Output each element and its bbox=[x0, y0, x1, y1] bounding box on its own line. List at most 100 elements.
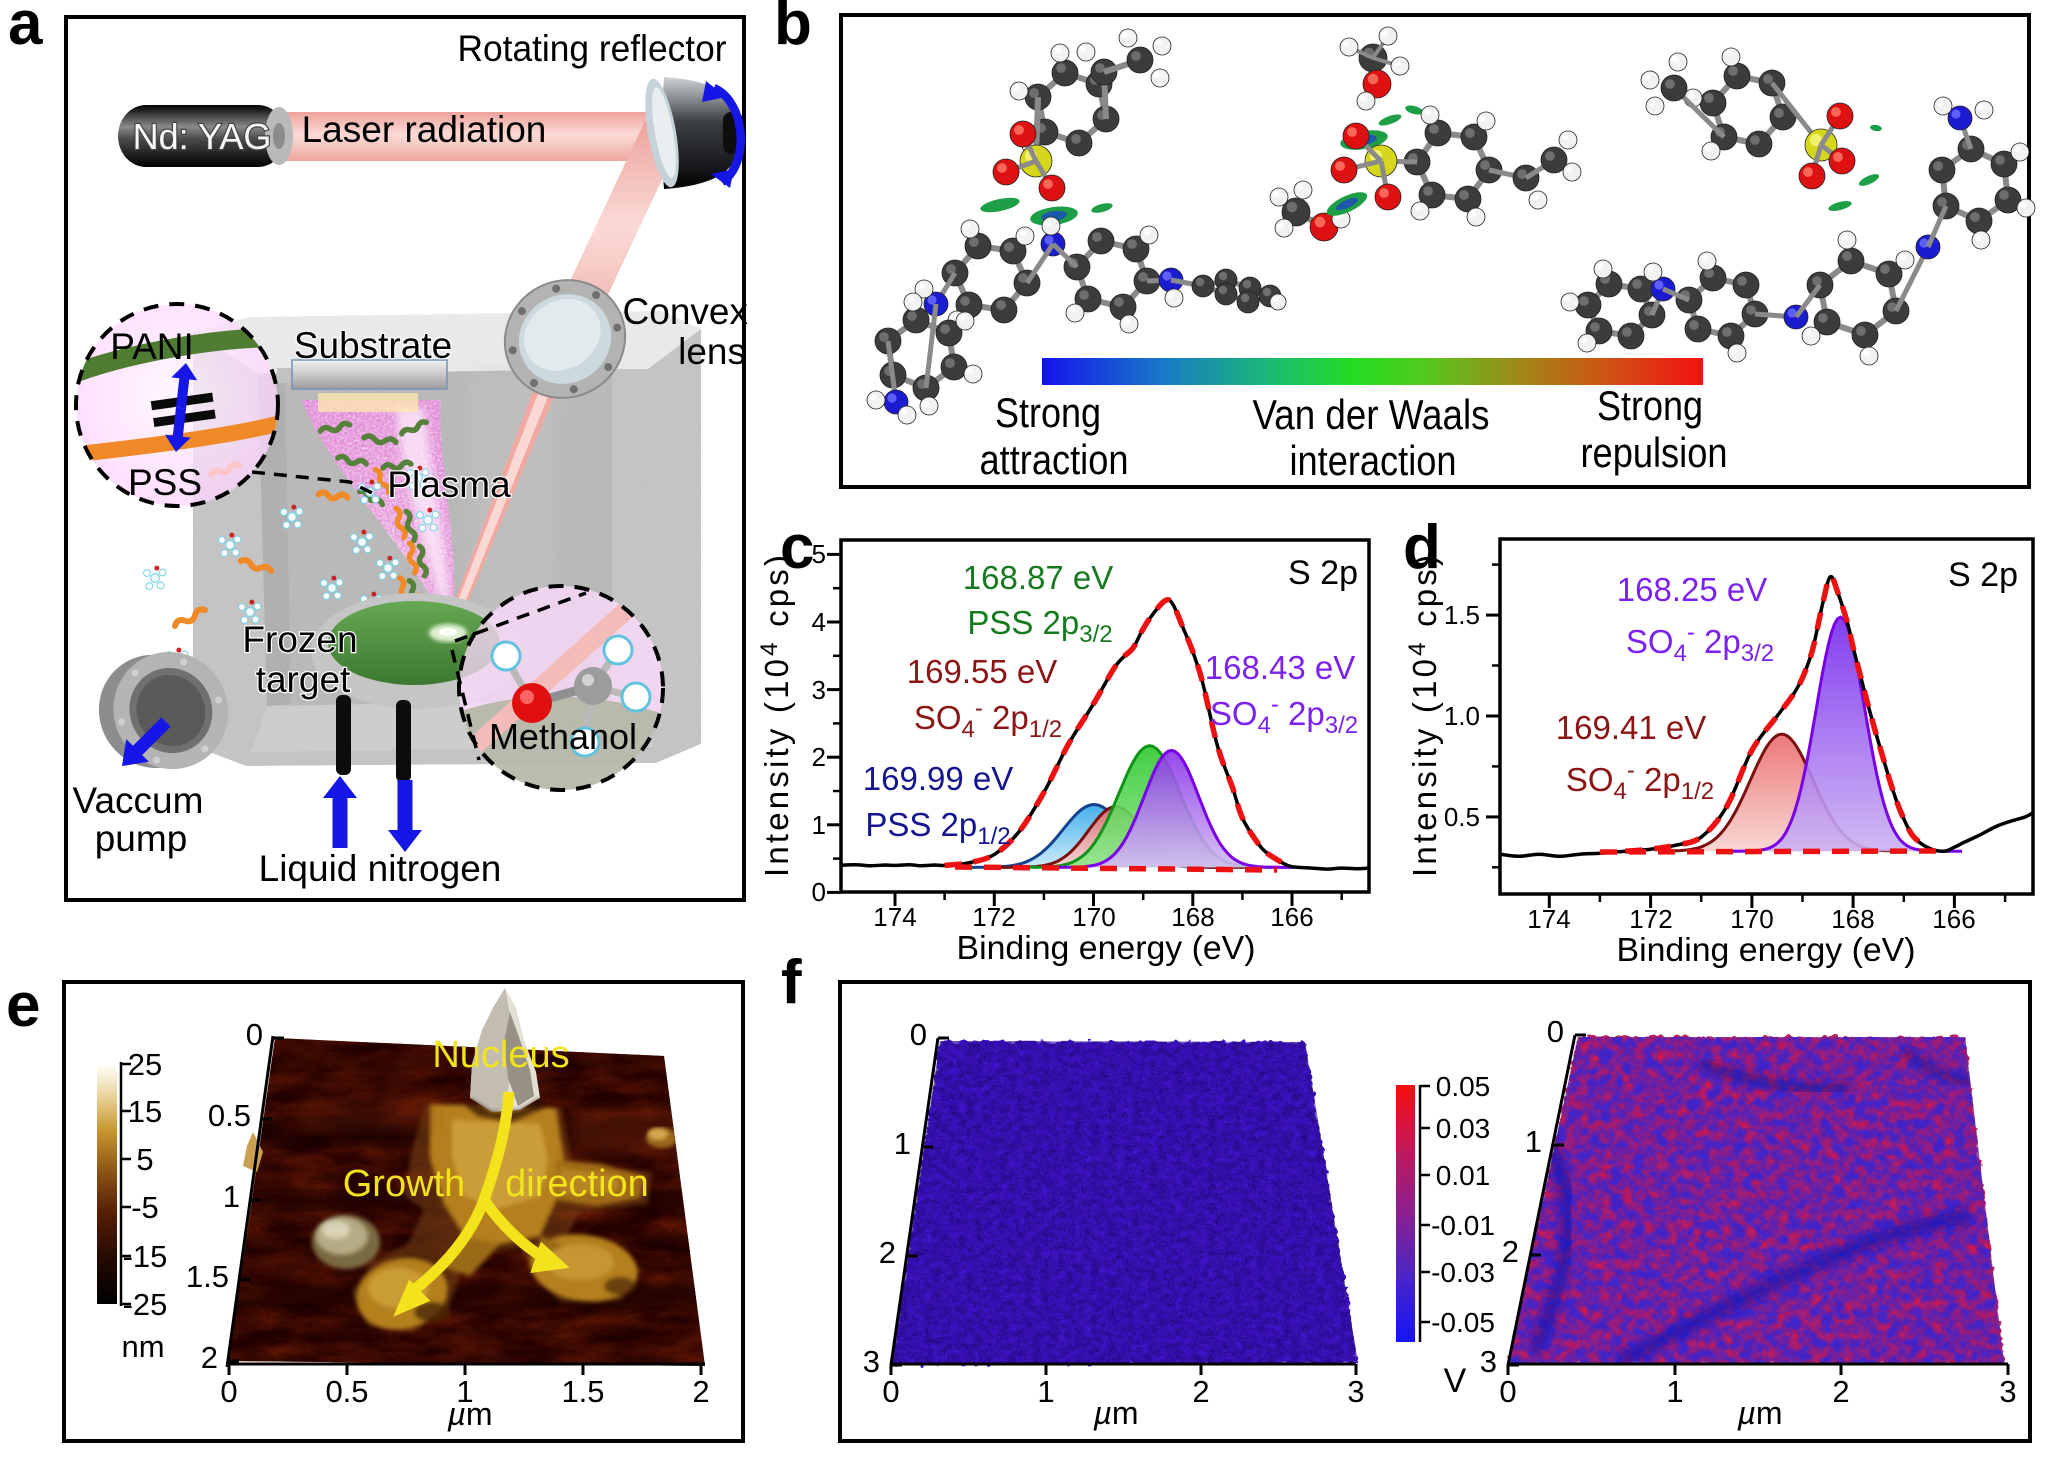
svg-text:1.5: 1.5 bbox=[561, 1374, 604, 1409]
svg-text:0.5: 0.5 bbox=[1444, 802, 1480, 832]
svg-text:168: 168 bbox=[1171, 902, 1214, 932]
svg-text:172: 172 bbox=[972, 902, 1015, 932]
svg-text:-15: -15 bbox=[123, 1239, 168, 1274]
svg-text:interaction: interaction bbox=[1290, 437, 1457, 484]
svg-text:3: 3 bbox=[1999, 1374, 2016, 1409]
svg-text:0.5: 0.5 bbox=[208, 1098, 251, 1133]
svg-text:0.03: 0.03 bbox=[1436, 1113, 1491, 1144]
svg-text:b: b bbox=[774, 0, 812, 58]
svg-text:SO4- 2p3/2: SO4- 2p3/2 bbox=[1210, 691, 1358, 739]
svg-text:0.05: 0.05 bbox=[1436, 1071, 1491, 1102]
svg-text:e: e bbox=[6, 971, 40, 1040]
svg-text:166: 166 bbox=[1932, 904, 1975, 934]
svg-text:µm: µm bbox=[1092, 1395, 1138, 1431]
svg-text:target: target bbox=[256, 659, 351, 700]
svg-text:S 2p: S 2p bbox=[1948, 556, 2018, 594]
svg-text:-25: -25 bbox=[123, 1287, 168, 1322]
svg-text:attraction: attraction bbox=[980, 436, 1129, 483]
svg-text:repulsion: repulsion bbox=[1581, 429, 1728, 476]
svg-text:Growth: Growth bbox=[343, 1163, 465, 1205]
svg-text:-0.05: -0.05 bbox=[1431, 1307, 1495, 1338]
svg-text:1: 1 bbox=[1525, 1124, 1542, 1159]
svg-text:Intensity (104 cps): Intensity (104 cps) bbox=[1404, 555, 1443, 877]
svg-text:Binding energy (eV): Binding energy (eV) bbox=[1617, 931, 1916, 968]
svg-text:µm: µm bbox=[1736, 1395, 1782, 1431]
svg-text:SO4- 2p1/2: SO4- 2p1/2 bbox=[914, 695, 1062, 743]
svg-text:170: 170 bbox=[1072, 902, 1115, 932]
svg-text:Convex: Convex bbox=[623, 291, 749, 332]
svg-text:1: 1 bbox=[456, 1374, 473, 1409]
svg-text:Van der Waals: Van der Waals bbox=[1253, 391, 1490, 438]
svg-text:c: c bbox=[780, 513, 814, 582]
svg-text:Rotating reflector: Rotating reflector bbox=[458, 28, 727, 69]
svg-text:4: 4 bbox=[812, 607, 826, 637]
svg-text:3: 3 bbox=[812, 675, 826, 705]
svg-text:Strong: Strong bbox=[1597, 382, 1703, 429]
svg-text:174: 174 bbox=[1527, 904, 1570, 934]
svg-text:1.5: 1.5 bbox=[1444, 600, 1480, 630]
svg-text:Liquid nitrogen: Liquid nitrogen bbox=[259, 848, 502, 889]
svg-text:lens: lens bbox=[678, 331, 746, 372]
svg-text:168.43 eV: 168.43 eV bbox=[1205, 649, 1355, 686]
svg-text:168: 168 bbox=[1831, 904, 1874, 934]
svg-text:Intensity (104 cps): Intensity (104 cps) bbox=[756, 555, 795, 877]
svg-text:Frozen: Frozen bbox=[242, 619, 357, 660]
svg-text:-0.01: -0.01 bbox=[1431, 1210, 1495, 1241]
svg-text:Binding energy (eV): Binding energy (eV) bbox=[957, 929, 1256, 966]
svg-text:168.25 eV: 168.25 eV bbox=[1617, 571, 1767, 608]
svg-text:-5: -5 bbox=[131, 1190, 159, 1225]
svg-text:PANI: PANI bbox=[110, 326, 194, 367]
svg-text:15: 15 bbox=[128, 1094, 162, 1129]
svg-text:168.87 eV: 168.87 eV bbox=[963, 559, 1113, 596]
svg-text:Nd: YAG: Nd: YAG bbox=[133, 116, 272, 157]
svg-text:V: V bbox=[1444, 1362, 1467, 1400]
svg-text:1.0: 1.0 bbox=[1444, 701, 1480, 731]
svg-text:1: 1 bbox=[1037, 1374, 1054, 1409]
svg-text:0: 0 bbox=[246, 1017, 263, 1052]
svg-text:2: 2 bbox=[1832, 1374, 1849, 1409]
svg-text:0: 0 bbox=[882, 1374, 899, 1409]
svg-text:3: 3 bbox=[1480, 1344, 1497, 1379]
svg-text:1: 1 bbox=[812, 810, 826, 840]
svg-text:Methanol: Methanol bbox=[489, 716, 637, 757]
svg-text:172: 172 bbox=[1629, 904, 1672, 934]
svg-text:nm: nm bbox=[121, 1329, 164, 1364]
svg-text:Laser radiation: Laser radiation bbox=[302, 109, 547, 150]
svg-text:0.5: 0.5 bbox=[325, 1374, 368, 1409]
svg-text:1.5: 1.5 bbox=[186, 1259, 229, 1294]
svg-text:SO4- 2p1/2: SO4- 2p1/2 bbox=[1566, 757, 1714, 805]
svg-text:PSS 2p1/2: PSS 2p1/2 bbox=[865, 806, 1010, 850]
svg-text:170: 170 bbox=[1730, 904, 1773, 934]
svg-text:0: 0 bbox=[910, 1017, 927, 1052]
svg-text:-0.03: -0.03 bbox=[1431, 1257, 1495, 1288]
svg-text:2: 2 bbox=[1502, 1234, 1519, 1269]
svg-text:1: 1 bbox=[894, 1126, 911, 1161]
svg-text:2: 2 bbox=[692, 1374, 709, 1409]
svg-text:5: 5 bbox=[136, 1142, 153, 1177]
svg-text:0: 0 bbox=[1499, 1374, 1516, 1409]
svg-text:µm: µm bbox=[446, 1396, 492, 1432]
svg-text:Substrate: Substrate bbox=[294, 325, 452, 366]
svg-text:2: 2 bbox=[1192, 1374, 1209, 1409]
svg-text:169.55 eV: 169.55 eV bbox=[907, 653, 1057, 690]
svg-text:1: 1 bbox=[223, 1179, 240, 1214]
svg-text:3: 3 bbox=[1347, 1374, 1364, 1409]
svg-text:d: d bbox=[1403, 513, 1441, 582]
svg-text:174: 174 bbox=[873, 902, 916, 932]
svg-text:direction: direction bbox=[505, 1163, 649, 1205]
svg-text:0: 0 bbox=[812, 877, 826, 907]
svg-text:Vaccum: Vaccum bbox=[73, 780, 204, 821]
svg-text:5: 5 bbox=[812, 539, 826, 569]
svg-text:25: 25 bbox=[128, 1047, 162, 1082]
svg-text:f: f bbox=[781, 948, 802, 1017]
svg-text:S 2p: S 2p bbox=[1288, 554, 1358, 592]
svg-text:Nucleus: Nucleus bbox=[432, 1034, 569, 1076]
svg-text:PSS: PSS bbox=[128, 462, 202, 503]
svg-text:Strong: Strong bbox=[995, 389, 1101, 436]
svg-text:Plasma: Plasma bbox=[387, 464, 511, 505]
svg-text:PSS 2p3/2: PSS 2p3/2 bbox=[967, 604, 1112, 648]
svg-text:0.01: 0.01 bbox=[1436, 1160, 1491, 1191]
svg-text:0: 0 bbox=[1547, 1014, 1564, 1049]
svg-text:166: 166 bbox=[1270, 902, 1313, 932]
svg-text:SO4- 2p3/2: SO4- 2p3/2 bbox=[1626, 619, 1774, 667]
